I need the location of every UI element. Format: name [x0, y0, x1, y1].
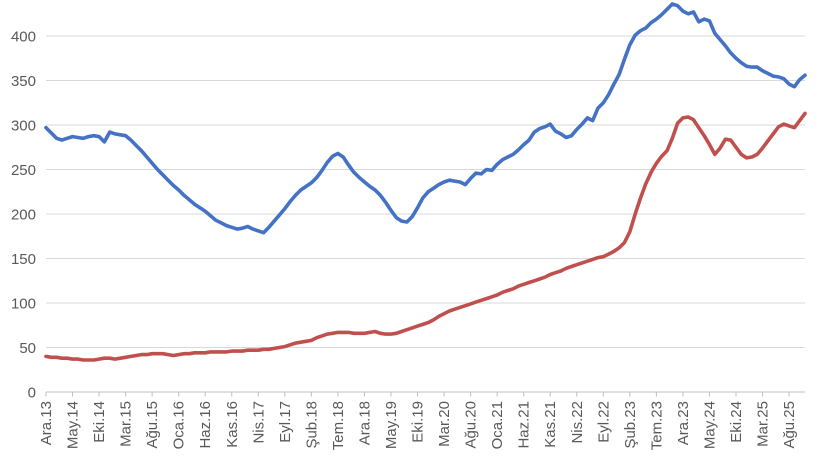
x-axis-tick-label: Eyl.17	[277, 401, 294, 443]
x-axis-tick-label: Tem.18	[330, 401, 347, 450]
x-axis-tick-label: Ara.13	[38, 401, 55, 445]
y-axis-tick-label: 100	[11, 296, 36, 313]
x-axis-tick-label: Şub.18	[303, 401, 320, 449]
y-axis-tick-label: 50	[19, 340, 36, 357]
x-axis-tick-label: Nis.22	[569, 401, 586, 444]
y-axis-tick-label: 300	[11, 118, 36, 135]
x-axis-tick-label: Ağu.20	[463, 401, 480, 449]
x-axis-tick-label: Eki.24	[728, 401, 745, 443]
x-axis-tick-label: Eyl.22	[595, 401, 612, 443]
x-axis-tick-label: Ara.23	[675, 401, 692, 445]
x-axis-tick-label: Şub.23	[622, 401, 639, 449]
x-axis-tick-label: Oca.16	[171, 401, 188, 449]
x-axis-tick-label: May.14	[65, 401, 82, 449]
x-axis-tick-label: Ara.18	[356, 401, 373, 445]
x-axis-tick-label: May.24	[701, 401, 718, 449]
x-axis-tick-label: Tem.23	[648, 401, 665, 450]
x-axis-tick-label: Kas.21	[542, 401, 559, 448]
x-axis-tick-label: Oca.21	[489, 401, 506, 449]
x-axis-tick-label: Haz.21	[516, 401, 533, 449]
x-axis-tick-label: Ağu.25	[781, 401, 798, 449]
x-axis-tick-label: Ağu.15	[144, 401, 161, 449]
x-axis-tick-label: Mar.15	[118, 401, 135, 447]
x-axis-tick-label: Eki.14	[91, 401, 108, 443]
y-axis-tick-label: 250	[11, 162, 36, 179]
x-axis-tick-label: Eki.19	[410, 401, 427, 443]
y-axis-tick-label: 150	[11, 251, 36, 268]
y-axis-tick-label: 350	[11, 73, 36, 90]
y-axis-tick-label: 400	[11, 29, 36, 46]
series-red-line	[44, 111, 807, 362]
x-axis-tick-label: Kas.16	[224, 401, 241, 448]
x-axis-tick-label: Nis.17	[250, 401, 267, 444]
x-axis-tick-label: Mar.25	[755, 401, 772, 447]
y-axis-tick-label: 0	[28, 385, 36, 402]
y-axis-tick-label: 200	[11, 207, 36, 224]
series-blue-line	[44, 2, 807, 235]
x-axis-tick-label: May.19	[383, 401, 400, 449]
x-axis-tick-label: Haz.16	[197, 401, 214, 449]
x-axis-tick-label: Mar.20	[436, 401, 453, 447]
